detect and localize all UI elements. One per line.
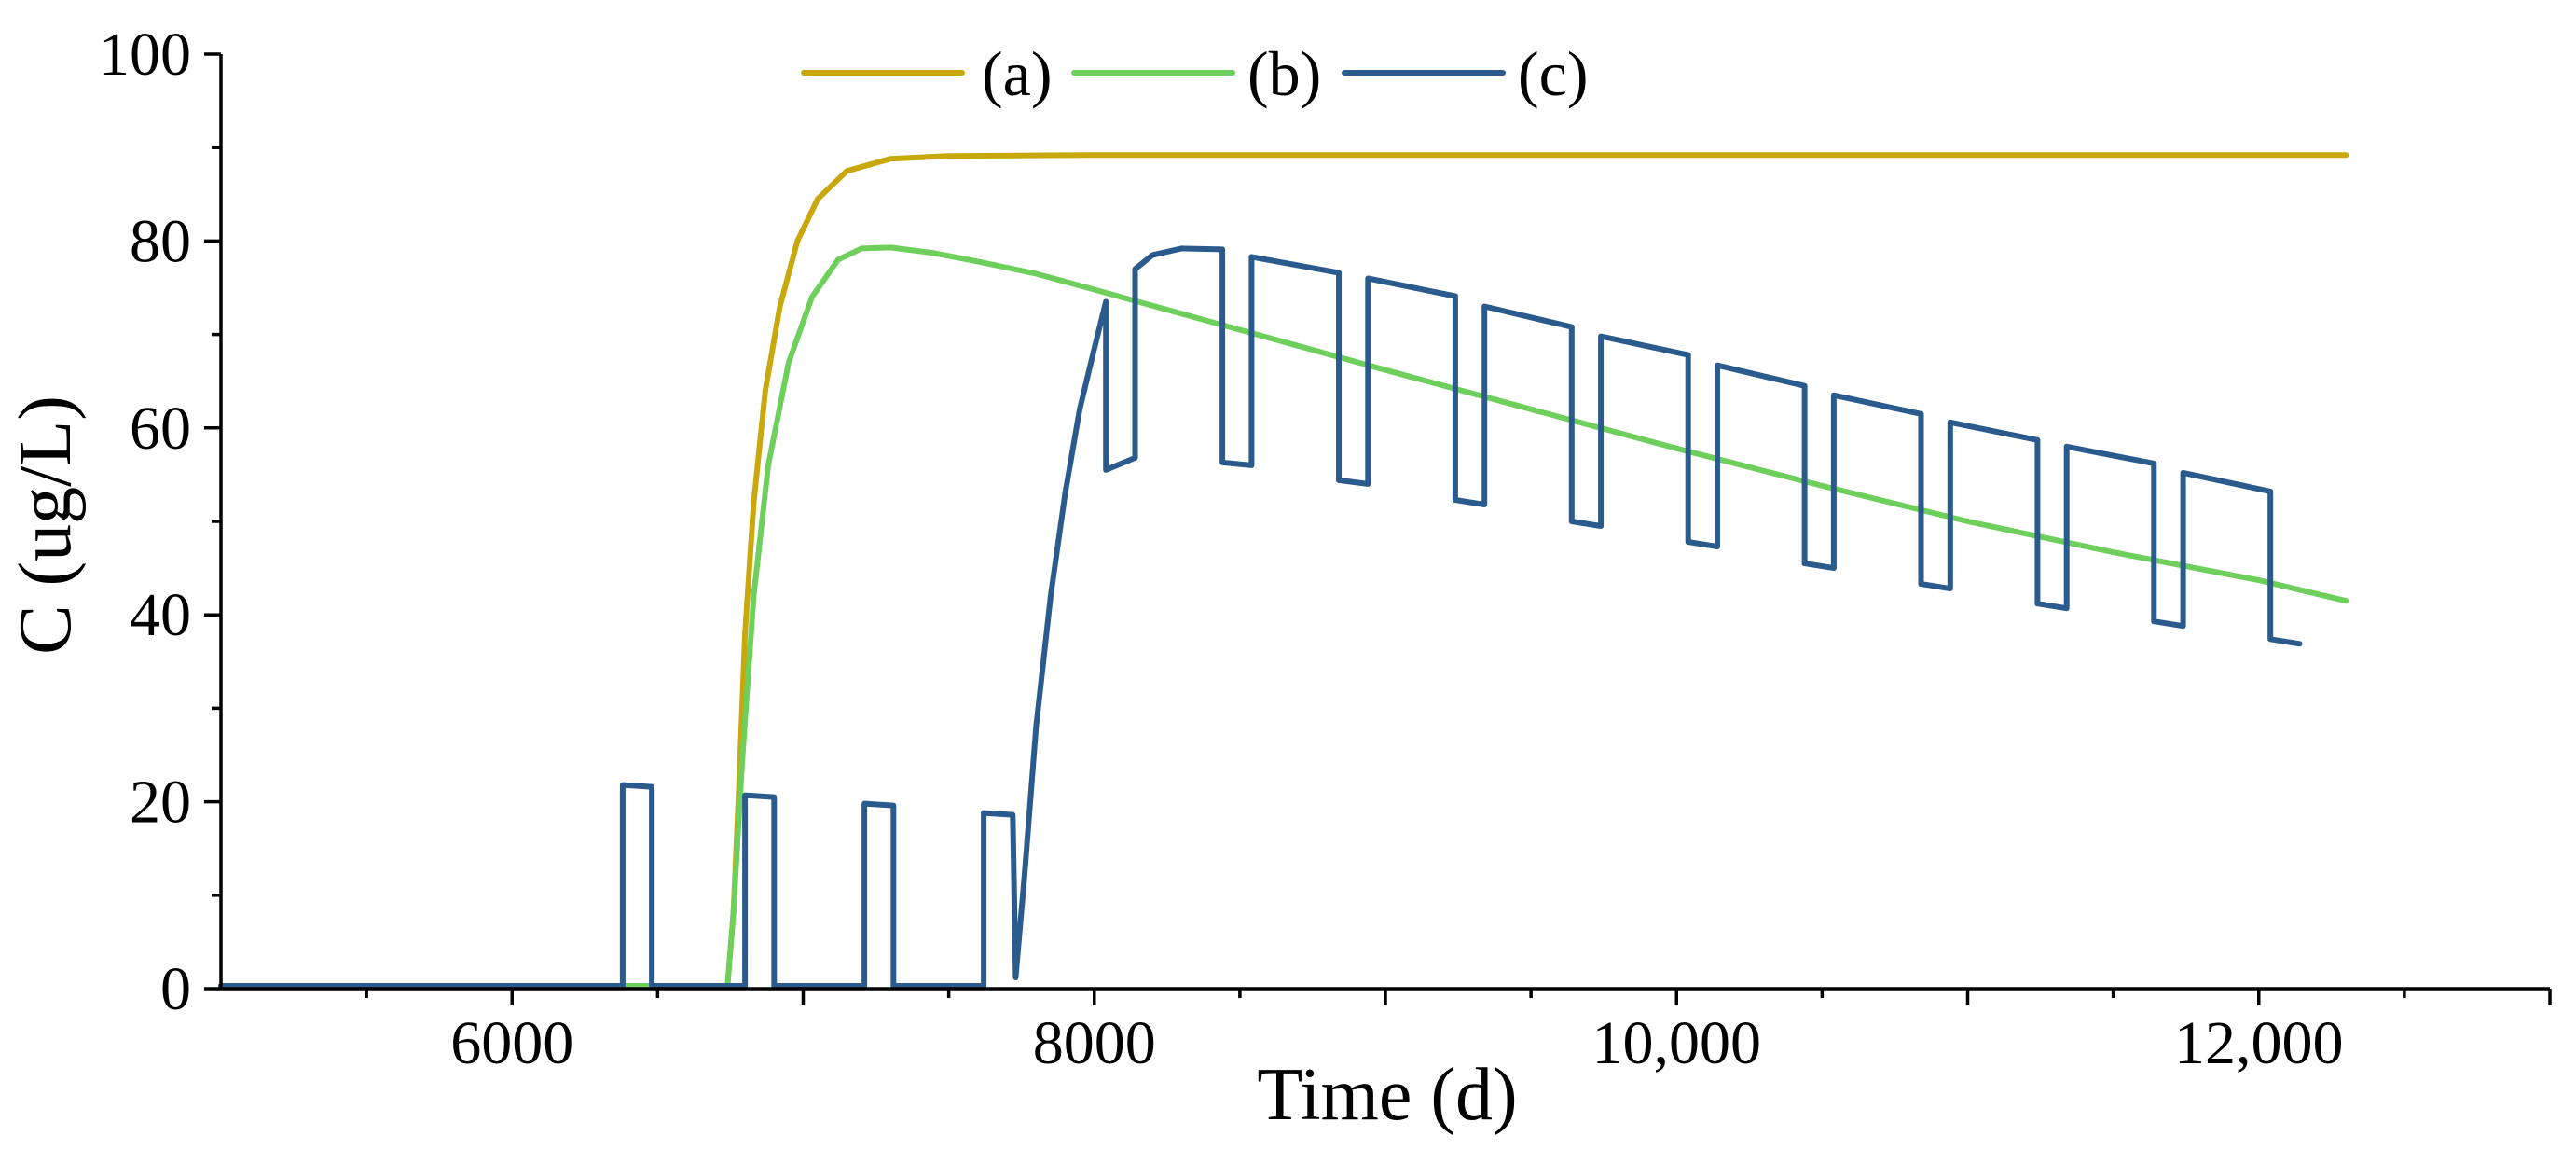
series-line-c bbox=[218, 245, 2303, 989]
legend: (a) (b) (c) bbox=[801, 38, 1588, 109]
x-axis-title: Time (d) bbox=[1257, 1054, 1517, 1136]
axes bbox=[219, 54, 2550, 991]
x-tick-label: 6000 bbox=[450, 1009, 573, 1077]
y-tick-label: 20 bbox=[130, 769, 191, 837]
ticks-layer: 6000 8000 10,000 12,000 0 20 40 60 80 100 bbox=[99, 21, 2552, 1077]
series-layer bbox=[218, 152, 2349, 989]
x-tick-label: 8000 bbox=[1033, 1009, 1156, 1077]
legend-label: (a) bbox=[982, 38, 1052, 109]
y-tick-label: 100 bbox=[99, 21, 191, 89]
series-line-b bbox=[218, 244, 2349, 989]
y-tick-label: 60 bbox=[130, 395, 191, 463]
x-tick-label: 12,000 bbox=[2174, 1009, 2344, 1077]
x-tick-label: 10,000 bbox=[1592, 1009, 1762, 1077]
y-tick-label: 40 bbox=[130, 581, 191, 649]
series-line-a bbox=[218, 152, 2349, 989]
y-tick-label: 80 bbox=[130, 207, 191, 275]
legend-label: (c) bbox=[1518, 38, 1588, 109]
y-tick-label: 0 bbox=[160, 955, 191, 1023]
legend-label: (b) bbox=[1247, 38, 1321, 109]
y-axis-title: C (ug/L) bbox=[5, 395, 87, 655]
